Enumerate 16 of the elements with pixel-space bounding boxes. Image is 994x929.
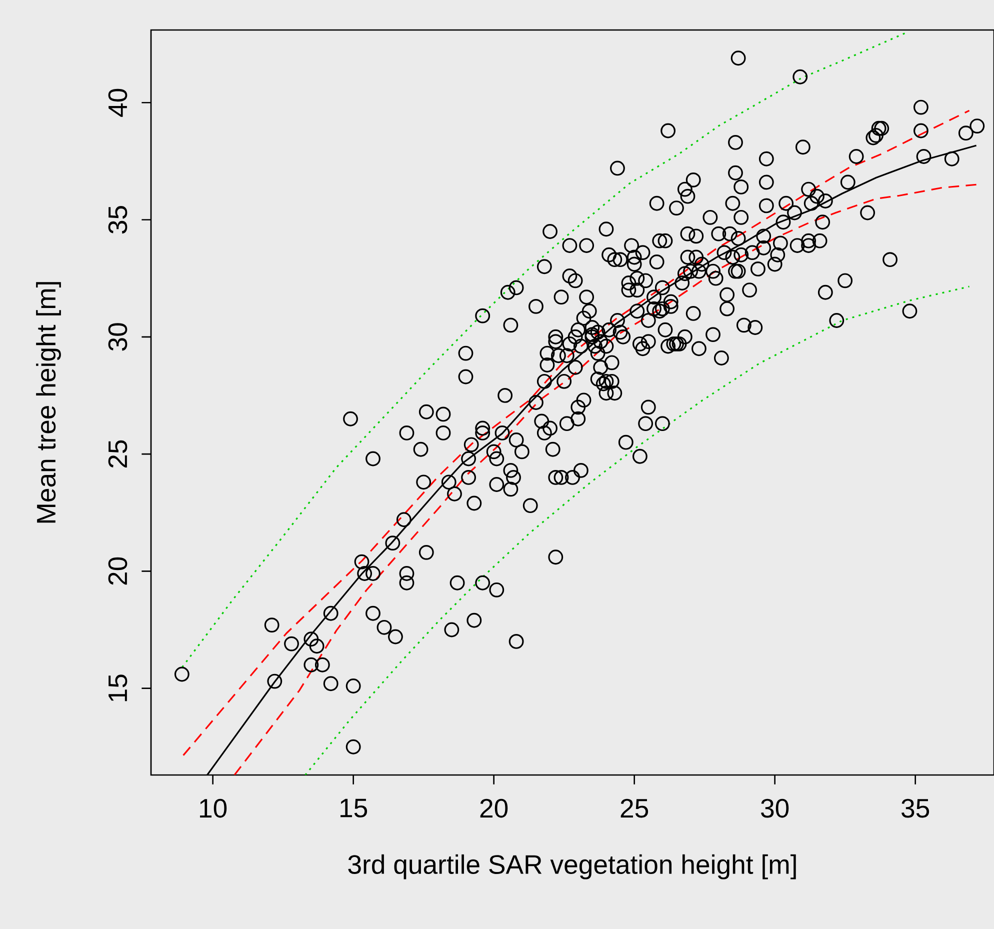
y-tick-label: 25 xyxy=(108,440,128,468)
x-tick-label: 20 xyxy=(480,798,508,818)
x-tick-label: 35 xyxy=(902,798,930,818)
line-series xyxy=(181,32,908,668)
line-series xyxy=(304,286,970,775)
y-tick-label: 30 xyxy=(108,323,128,351)
y-axis-title: Mean tree height [m] xyxy=(36,282,61,523)
x-tick-label: 25 xyxy=(620,798,648,818)
y-tick-label: 15 xyxy=(108,674,128,702)
x-tick-label: 10 xyxy=(200,798,227,818)
y-tick-label: 40 xyxy=(108,88,128,117)
y-tick-label: 20 xyxy=(108,557,128,585)
y-tick-label: 35 xyxy=(108,206,128,234)
x-axis-title: 3rd quartile SAR vegetation height [m] xyxy=(348,854,796,880)
x-tick-label: 30 xyxy=(761,798,789,818)
x-tick-label: 15 xyxy=(340,798,368,818)
